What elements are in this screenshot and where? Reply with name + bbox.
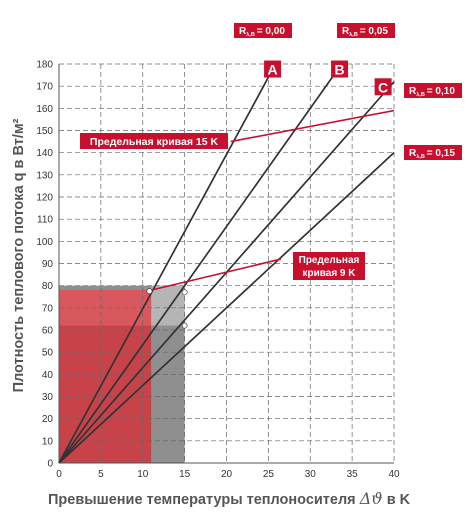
r-badge-2-box bbox=[404, 83, 462, 98]
x-tick-label: 10 bbox=[137, 469, 149, 480]
y-axis-title: Плотность теплового потока q в Вт/м² bbox=[11, 118, 27, 392]
r-badge-symbol: R bbox=[409, 148, 417, 159]
limit-curve-15k bbox=[230, 109, 395, 143]
axes: 0102030405060708090100110120130140150160… bbox=[11, 60, 411, 509]
limit-label-9k-line2: кривая 9 K bbox=[302, 268, 356, 279]
series-line-b bbox=[58, 72, 337, 464]
r-badge-value: = 0,00 bbox=[257, 26, 286, 37]
grid bbox=[59, 63, 395, 463]
y-tick-label: 70 bbox=[42, 303, 54, 314]
y-tick-label: 110 bbox=[37, 215, 53, 226]
r-badge-1: Rλ,B = 0,05 bbox=[342, 26, 388, 38]
x-tick-label: 15 bbox=[179, 469, 191, 480]
series-line-r015 bbox=[58, 152, 395, 464]
series-label-b: B bbox=[335, 62, 345, 78]
r-badge-value: = 0,05 bbox=[360, 26, 389, 37]
y-tick-label: 160 bbox=[36, 104, 53, 115]
limit-label-9k-box bbox=[293, 252, 365, 280]
y-tick-label: 0 bbox=[47, 459, 53, 470]
series-label-a-box bbox=[264, 60, 282, 78]
series-label-c: C bbox=[378, 79, 388, 95]
x-tick-label: 0 bbox=[56, 469, 62, 480]
r-badge-symbol: R bbox=[342, 26, 350, 37]
marker-points bbox=[146, 288, 188, 329]
x-tick-label: 5 bbox=[98, 469, 104, 480]
labels: A B C Предельная кривая 15 K Предельная крива… bbox=[80, 60, 392, 280]
y-tick-label: 130 bbox=[36, 170, 53, 181]
limit-label-9k-line1: Предельная bbox=[299, 255, 360, 266]
x-axis-title-text: Превышение температуры теплоносителя bbox=[48, 492, 360, 508]
marker-point bbox=[181, 289, 188, 296]
y-tick-label: 140 bbox=[36, 148, 53, 159]
limit-label-15k: Предельная кривая 15 K bbox=[90, 136, 219, 148]
y-tick-label: 50 bbox=[42, 348, 54, 359]
y-tick-label: 20 bbox=[42, 414, 54, 425]
x-tick-label: 35 bbox=[347, 469, 359, 480]
r-badge-value: = 0,15 bbox=[427, 148, 456, 159]
marker-point bbox=[146, 288, 153, 295]
y-tick-label: 100 bbox=[36, 237, 53, 248]
y-tick-label: 120 bbox=[36, 193, 53, 204]
series-label-b-box bbox=[331, 60, 349, 78]
y-tick-label: 10 bbox=[42, 436, 54, 447]
r-badge-symbol: R bbox=[409, 86, 417, 97]
x-tick-label: 20 bbox=[221, 469, 233, 480]
r-badge-2: Rλ,B = 0,10 bbox=[409, 86, 455, 98]
y-tick-label: 60 bbox=[42, 326, 54, 337]
y-tick-label: 170 bbox=[36, 82, 53, 93]
y-tick-label: 90 bbox=[42, 259, 54, 270]
y-tick-label: 150 bbox=[36, 126, 53, 137]
r-badge-3-box bbox=[404, 145, 462, 160]
y-tick-label: 30 bbox=[42, 392, 54, 403]
r-badge-sub: λ,B bbox=[349, 32, 358, 38]
limit-curves bbox=[150, 109, 395, 291]
r-badge-value: = 0,10 bbox=[427, 86, 456, 97]
r-badge-1-box bbox=[337, 23, 395, 38]
y-tick-label: 40 bbox=[42, 370, 54, 381]
x-tick-label: 25 bbox=[263, 469, 275, 480]
r-badge-sub: λ,B bbox=[246, 32, 255, 38]
x-axis-title-unit: в K bbox=[383, 492, 411, 508]
r-badge-0: Rλ,B = 0,00 bbox=[239, 26, 285, 38]
r-badge-symbol: R bbox=[239, 26, 247, 37]
x-axis-title-symbol: Δϑ bbox=[359, 489, 383, 508]
x-axis-title: Превышение температуры теплоносителя Δϑ … bbox=[48, 489, 411, 508]
limit-curve-9k bbox=[150, 258, 282, 291]
y-tick-label: 80 bbox=[42, 281, 54, 292]
x-tick-label: 30 bbox=[305, 469, 317, 480]
r-badge-3: Rλ,B = 0,15 bbox=[409, 148, 455, 160]
r-badge-sub: λ,B bbox=[416, 154, 425, 160]
r-badge-sub: λ,B bbox=[416, 92, 425, 98]
r-badge-0-box bbox=[234, 23, 292, 38]
x-tick-label: 40 bbox=[388, 469, 400, 480]
series-label-a: A bbox=[268, 62, 278, 78]
y-tick-label: 180 bbox=[36, 60, 53, 71]
limit-label-15k-box bbox=[80, 133, 228, 149]
marker-point bbox=[181, 322, 188, 329]
series-label-c-box bbox=[374, 78, 392, 96]
